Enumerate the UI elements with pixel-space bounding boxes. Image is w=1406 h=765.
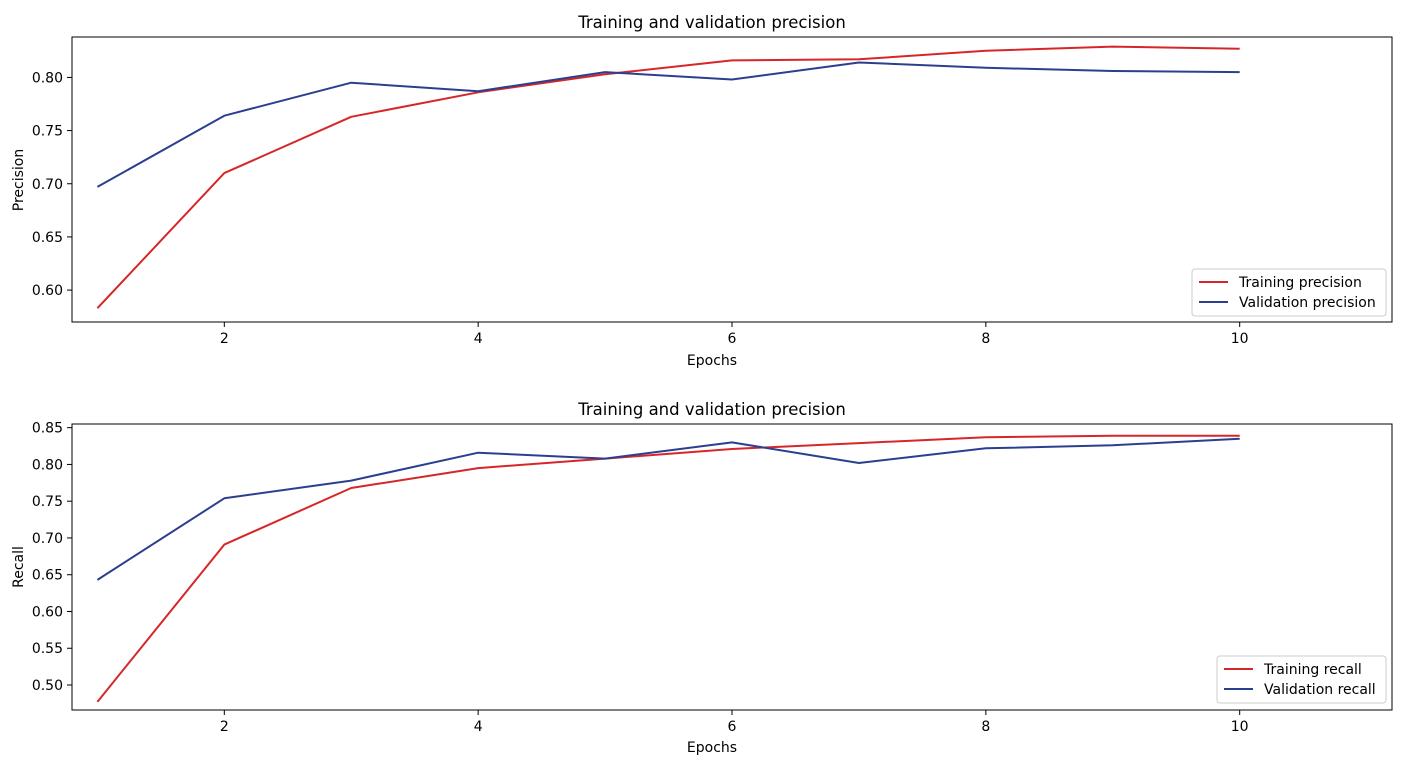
legend-label-validation: Validation recall: [1264, 682, 1376, 698]
series-line-training: [96, 434, 1240, 703]
precision-subplot: Training and validation precision 2 4 6 8 10…: [11, 13, 1393, 369]
x-tick-label: 6: [728, 331, 737, 347]
chart-title: Training and validation precision: [577, 13, 846, 32]
y-tick-label: 0.85: [32, 421, 63, 437]
x-axis-label: Epochs: [687, 353, 737, 369]
x-tick-label: 8: [981, 331, 990, 347]
x-tick-label: 10: [1231, 719, 1249, 735]
x-tick-label: 2: [220, 719, 229, 735]
y-tick-label: 0.80: [32, 70, 63, 86]
x-axis-label: Epochs: [687, 740, 737, 756]
series-line-validation: [96, 437, 1240, 581]
x-tick-label: 10: [1231, 331, 1249, 347]
legend: Training precision Validation precision: [1191, 268, 1387, 317]
y-tick-label: 0.70: [32, 531, 63, 547]
y-axis-label: Recall: [11, 546, 27, 588]
y-tick-label: 0.65: [32, 568, 63, 584]
chart-title: Training and validation precision: [577, 400, 846, 419]
y-tick-label: 0.55: [32, 641, 63, 657]
y-axis-label: Precision: [11, 149, 27, 211]
recall-subplot: Training and validation precision 2 4 6 8 10…: [11, 400, 1393, 756]
series-line-training: [96, 45, 1240, 309]
tick-layer: 2 4 6 8 10 0.50 0.55 0.60 0.65 0.70 0.75 0.80 0.85: [32, 421, 1249, 735]
y-tick-label: 0.75: [32, 494, 63, 510]
x-tick-label: 4: [474, 331, 483, 347]
legend-label-training: Training precision: [1238, 275, 1362, 291]
y-tick-label: 0.50: [32, 678, 63, 694]
x-tick-label: 2: [220, 331, 229, 347]
y-tick-label: 0.60: [32, 283, 63, 299]
legend: Training recall Validation recall: [1216, 655, 1387, 704]
legend-box: [1191, 268, 1387, 317]
tick-layer: 2 4 6 8 10 0.60 0.65 0.70 0.75 0.80: [32, 70, 1249, 347]
y-tick-label: 0.60: [32, 604, 63, 620]
y-tick-label: 0.70: [32, 177, 63, 193]
series-line-validation: [96, 61, 1240, 188]
series-layer: [96, 45, 1240, 309]
y-tick-label: 0.65: [32, 230, 63, 246]
x-tick-label: 8: [981, 719, 990, 735]
y-tick-label: 0.80: [32, 457, 63, 473]
x-tick-label: 4: [474, 719, 483, 735]
legend-box: [1216, 655, 1387, 704]
legend-label-validation: Validation precision: [1239, 295, 1376, 311]
y-tick-label: 0.75: [32, 124, 63, 140]
x-tick-label: 6: [728, 719, 737, 735]
legend-label-training: Training recall: [1263, 662, 1362, 678]
series-layer: [96, 434, 1240, 703]
plot-frame: [71, 423, 1393, 711]
